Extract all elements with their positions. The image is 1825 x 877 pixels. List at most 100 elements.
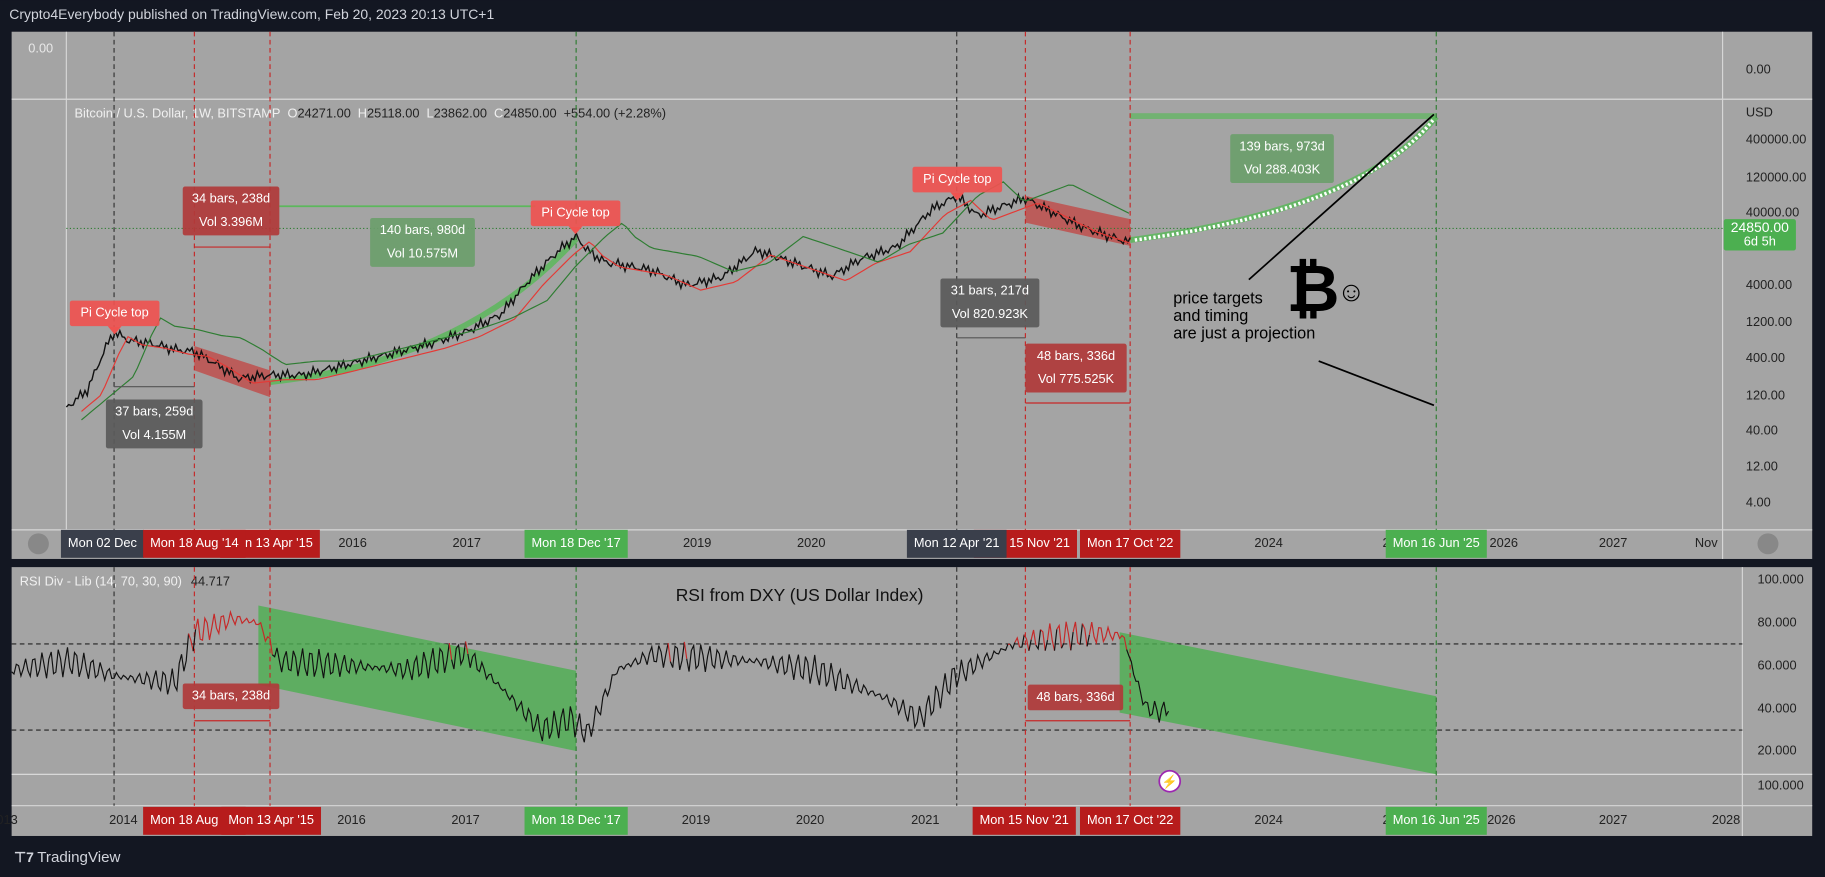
time-label: Mon 18 Dec '17 [532, 535, 621, 550]
alert-icon[interactable] [1158, 769, 1182, 793]
ohlc-value: 24850.00 [503, 106, 556, 121]
annotation-text: 140 bars, 980d [380, 222, 465, 237]
rsi-line [1053, 629, 1058, 651]
rsi-line [1019, 634, 1025, 648]
annotation-box [940, 278, 1040, 328]
last-price-tag [1723, 219, 1796, 251]
rsi-line [188, 633, 194, 652]
price-axis-label: 12.00 [1746, 458, 1778, 473]
rsi-line [1028, 639, 1032, 651]
annotation-box [912, 166, 1003, 193]
time-label: Mon 02 Dec [68, 535, 138, 550]
rsi-line [194, 609, 273, 655]
rsi-line [1030, 629, 1037, 646]
annotation-text: Vol 3.396M [199, 214, 263, 229]
footer-brand: TradingView [37, 849, 120, 866]
rsi-line [1040, 629, 1046, 651]
countdown: 6d 5h [1744, 234, 1776, 249]
rsi-axis-label: 20.000 [1757, 742, 1796, 757]
symbol-legend: Bitcoin / U.S. Dollar, 1W, BITSTAMP O 242… [74, 106, 666, 121]
bitcoin-symbol: ₿ [1286, 252, 1339, 325]
last-price: 24850.00 [1731, 219, 1789, 235]
rsi-line [669, 641, 685, 671]
annotation-box [1025, 343, 1127, 393]
time-label: Mon 16 Jun '25 [1393, 535, 1480, 550]
annotation-box [530, 200, 621, 227]
rsi-line [451, 641, 467, 670]
time-label: 2017 [452, 535, 480, 550]
top-axis-value: 0.00 [1746, 61, 1771, 76]
time-label-box [143, 529, 246, 558]
rsi-line [1023, 634, 1030, 651]
rsi-channel [258, 605, 577, 752]
ohlc-value: 23862.00 [434, 106, 487, 121]
annotation-text: Pi Cycle top [923, 171, 991, 186]
time-label: 2024 [1254, 812, 1282, 827]
annotation-text: 139 bars, 973d [1239, 138, 1324, 153]
annotation-box [105, 399, 203, 449]
scroll-button[interactable] [1757, 533, 1779, 555]
footer-logo: ⊤7 [14, 849, 34, 865]
price-axis-label: 120000.00 [1746, 170, 1807, 185]
price-axis-label: 40000.00 [1746, 205, 1799, 220]
note-line: and timing [1173, 307, 1248, 325]
price-axis-label: 120.00 [1746, 387, 1785, 402]
rsi-line [683, 641, 688, 659]
projection-arrow [1318, 360, 1435, 407]
time-label: 2027 [1599, 812, 1627, 827]
time-label-box [524, 529, 628, 558]
rsi-line [1079, 623, 1084, 645]
rsi-line [271, 643, 450, 681]
rsi-line [448, 643, 453, 660]
time-label: Mon 16 Jun '25 [1393, 812, 1480, 827]
annotation-pointer [568, 226, 583, 235]
time-label: 2020 [796, 812, 824, 827]
price-axis-label: 4000.00 [1746, 277, 1792, 292]
rsi-line [1035, 629, 1042, 651]
rsi-axis-label: 60.000 [1757, 657, 1796, 672]
arrows [114, 113, 1435, 722]
time-label: 2016 [338, 535, 366, 550]
ma-green [81, 181, 1130, 421]
rsi-channel [1119, 632, 1437, 775]
price-axis-label: 4.00 [1746, 494, 1771, 509]
annotation-box [1230, 134, 1334, 184]
rsi-line [1081, 623, 1088, 647]
time-label: 2026 [1490, 535, 1518, 550]
annotation-text: Vol 10.575M [387, 245, 458, 260]
ohlc-value: 24271.00 [297, 106, 350, 121]
rsi-line [667, 643, 671, 662]
price-series [11, 117, 1436, 743]
time-label: Mon 18 Dec '17 [532, 812, 621, 827]
rsi-line [1063, 621, 1072, 651]
annotation-text: 34 bars, 238d [192, 191, 270, 206]
rsi-line [467, 643, 669, 743]
rsi-line [1046, 623, 1056, 651]
time-label: 2024 [1254, 535, 1282, 550]
note-line: are just a projection [1173, 325, 1315, 343]
rsi-axis-label: 100.000 [1757, 571, 1803, 586]
rsi-line [1056, 623, 1063, 649]
annotation-text: 37 bars, 259d [115, 404, 193, 419]
rsi-line [1060, 642, 1065, 649]
rsi-line [192, 629, 197, 652]
annotation-text: Vol 4.155M [122, 427, 186, 442]
annotation-text: 48 bars, 336d [1037, 348, 1115, 363]
annotation-box [182, 186, 280, 236]
rsi-line [1009, 642, 1016, 651]
top-value: 0.00 [28, 41, 53, 56]
annotation-box [182, 683, 280, 710]
annotation-text: 48 bars, 336d [1036, 689, 1114, 704]
ohlc-key: L [426, 106, 433, 121]
time-label: Mon 17 Oct '22 [1087, 535, 1173, 550]
rsi-line [1014, 636, 1021, 648]
time-label: 2017 [451, 812, 479, 827]
level-band [1130, 113, 1437, 120]
smiley: ☺ [1337, 276, 1366, 307]
scroll-button[interactable] [27, 533, 49, 555]
rsi-line [686, 643, 1009, 730]
time-label-box [1385, 529, 1487, 558]
